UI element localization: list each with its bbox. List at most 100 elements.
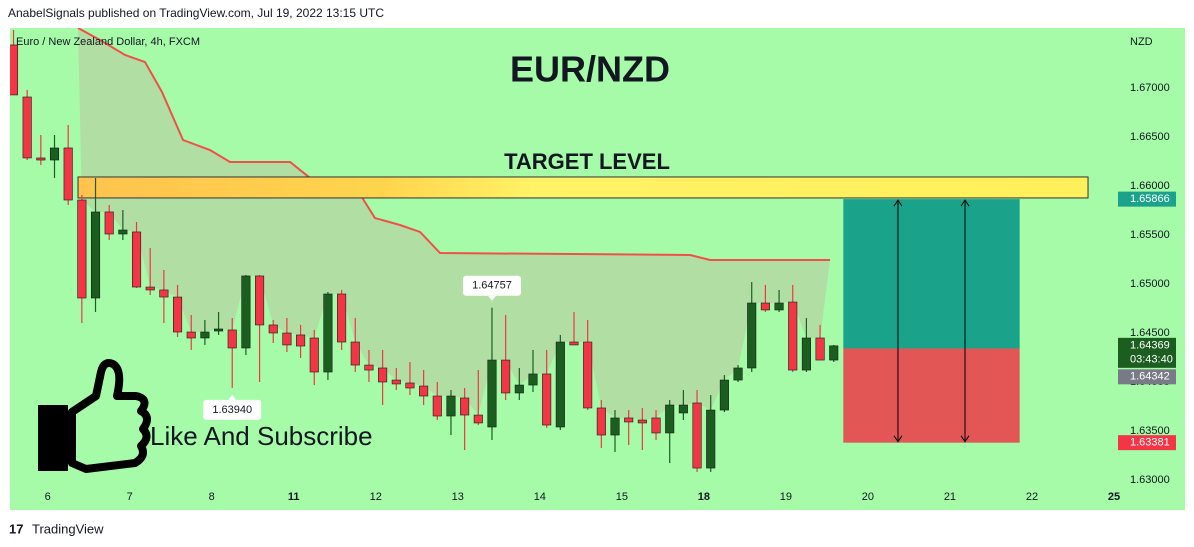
x-tick-label: 11: [288, 491, 300, 503]
y-tick-label: 1.65000: [1130, 278, 1170, 290]
candle-body: [610, 417, 620, 436]
y-tick-label: 1.67000: [1130, 82, 1170, 94]
candle-body: [36, 157, 46, 161]
candle-body: [419, 385, 429, 397]
candle-body: [282, 332, 292, 346]
candle-body: [528, 373, 538, 386]
candle-body: [651, 417, 661, 434]
candle-body: [760, 302, 770, 311]
countdown: 03:43:40: [1130, 354, 1173, 366]
x-tick-label: 12: [370, 491, 382, 503]
y-tick-label: 1.63500: [1130, 425, 1170, 437]
annotation-pointer: [487, 295, 496, 301]
stop-price-box: [1118, 435, 1176, 451]
candle-body: [473, 414, 483, 424]
candle-body: [227, 329, 237, 349]
trend-line: [77, 28, 831, 261]
footer: TradingView: [32, 521, 104, 536]
arrow-head: [893, 199, 903, 443]
candle-body: [815, 337, 825, 361]
footer-logo: 17: [9, 521, 23, 536]
current-price-label: 1.64369: [1130, 340, 1170, 352]
candle-body: [542, 373, 552, 426]
x-tick-label: 14: [534, 491, 546, 503]
candle-body: [350, 341, 360, 366]
candle-body: [583, 341, 593, 409]
currency-label: NZD: [1130, 36, 1153, 48]
candle-body: [255, 275, 265, 326]
x-tick-label: 13: [452, 491, 464, 503]
candle-body: [118, 229, 128, 235]
candle-body: [337, 293, 347, 343]
candle-body: [801, 337, 811, 371]
candle-body: [733, 367, 743, 381]
candle-body: [555, 341, 565, 428]
annotation-label: 1.63940: [212, 404, 252, 416]
title: EUR/NZD: [510, 49, 670, 90]
candle-body: [296, 334, 306, 347]
annotation-box: [462, 275, 521, 296]
target-level-label: TARGET LEVEL: [504, 149, 670, 174]
y-tick-label: 1.65500: [1130, 229, 1170, 241]
candle-body: [460, 397, 470, 416]
x-tick-label: 19: [780, 491, 792, 503]
candle-body: [706, 409, 716, 469]
candle-body: [104, 211, 114, 235]
y-tick-label: 1.64500: [1130, 327, 1170, 339]
y-tick-label: 1.66000: [1130, 180, 1170, 192]
candle-body: [186, 331, 196, 339]
x-tick-label: 7: [127, 491, 133, 503]
candle-body: [131, 231, 142, 288]
y-tick-label: 1.63000: [1130, 474, 1170, 486]
x-tick-label: 25: [1108, 491, 1120, 503]
stop-price-label: 1.63381: [1130, 437, 1170, 449]
candle-body: [200, 331, 210, 339]
trend-fill: [78, 28, 831, 421]
candle-body: [49, 147, 60, 161]
thumbs-up-cuff: [38, 405, 68, 471]
candle-body: [829, 345, 839, 361]
candle-body: [692, 402, 702, 469]
candle-body: [678, 404, 688, 414]
candle-body: [77, 199, 87, 299]
candle-body: [323, 293, 333, 373]
candle-body: [145, 286, 155, 291]
x-tick-label: 22: [1026, 491, 1038, 503]
candle-body: [391, 379, 401, 385]
thumbs-up-icon: [68, 359, 151, 473]
candle-body: [432, 395, 442, 417]
x-tick-label: 15: [616, 491, 628, 503]
entry-price-label: 1.64342: [1130, 371, 1170, 383]
x-tick-label: 18: [698, 491, 710, 503]
loss-zone: [843, 348, 1020, 443]
candle-body: [241, 275, 251, 349]
candle-body: [159, 289, 169, 298]
x-tick-label: 21: [944, 491, 956, 503]
candle-body: [63, 147, 73, 201]
x-tick-label: 20: [862, 491, 874, 503]
candle-body: [637, 419, 647, 424]
cta: Like And Subscribe: [150, 421, 373, 451]
candle-body: [405, 382, 415, 389]
annotation-pointer: [228, 394, 237, 400]
candle-body: [596, 407, 606, 436]
legend: Euro / New Zealand Dollar, 4h, FXCM: [16, 36, 200, 48]
candle-body: [747, 302, 757, 369]
candle-body: [214, 328, 224, 332]
plot: [10, 28, 1089, 472]
candle-body: [22, 96, 32, 159]
y-tick-label: 1.66500: [1130, 131, 1170, 143]
profit-zone: [843, 199, 1020, 349]
candle-body: [501, 359, 511, 394]
overlay: 1.64757 1.63940: [203, 199, 1020, 443]
candle-body: [90, 211, 101, 299]
candle-body: [364, 364, 374, 371]
x-tick-label: 8: [209, 491, 215, 503]
candle-body: [569, 341, 579, 346]
candle-body: [268, 324, 278, 334]
entry-price-box: [1118, 369, 1176, 385]
arrow-head: [960, 199, 970, 443]
candle-body: [514, 384, 524, 394]
annotation-label: 1.64757: [472, 280, 512, 292]
